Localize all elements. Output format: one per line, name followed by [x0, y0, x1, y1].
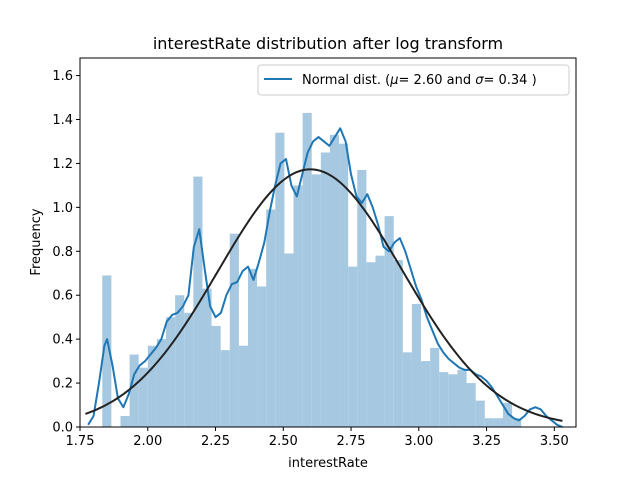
histogram-bar — [284, 253, 294, 427]
plot-lines — [85, 127, 563, 428]
histogram-bar — [448, 374, 458, 427]
legend-label-part: σ — [475, 73, 484, 88]
x-tick-label: 1.75 — [66, 434, 95, 449]
histogram-bar — [311, 174, 321, 427]
histogram-bar — [138, 367, 148, 427]
histogram-bar — [430, 347, 440, 427]
y-tick-label: 0.6 — [52, 289, 73, 304]
histogram-bar — [411, 304, 422, 427]
histogram-bar — [247, 268, 258, 427]
histogram-bar — [293, 185, 303, 427]
histogram-bar — [348, 266, 358, 427]
histogram-bar — [484, 418, 494, 427]
legend-label-part: μ — [389, 73, 398, 88]
x-tick-label: 3.50 — [540, 434, 569, 449]
histogram-bar — [421, 361, 431, 427]
histogram-bar — [120, 416, 130, 427]
histogram-bar — [175, 295, 185, 427]
x-axis-label: interestRate — [288, 456, 368, 471]
histogram-bar — [384, 216, 394, 427]
y-axis-label: Frequency — [29, 208, 44, 275]
histogram-bar — [466, 383, 476, 427]
y-tick-label: 1.0 — [52, 201, 73, 216]
chart-title: interestRate distribution after log tran… — [153, 34, 503, 53]
legend-label-part: = 0.34 ) — [483, 73, 536, 88]
histogram-bar — [439, 372, 449, 427]
x-tick-label: 2.25 — [201, 434, 230, 449]
y-tick-label: 1.6 — [52, 69, 73, 84]
kde-line — [87, 127, 563, 428]
legend: Normal dist. (μ= 2.60 and σ= 0.34 ) — [257, 64, 570, 96]
histogram-bar — [502, 402, 513, 427]
histogram-bar — [339, 143, 349, 427]
histogram-bar — [329, 134, 340, 428]
x-tick-label: 2.75 — [337, 434, 366, 449]
histogram-bar — [320, 152, 330, 427]
legend-label-normal: Normal dist. (μ= 2.60 and σ= 0.34 ) — [302, 73, 537, 88]
y-tick-label: 0.2 — [52, 377, 73, 392]
histogram-bar — [357, 170, 367, 427]
histogram-bar — [184, 312, 194, 427]
histogram-bar — [147, 345, 157, 427]
legend-box — [257, 64, 570, 96]
histogram-bar — [156, 339, 167, 427]
histogram-bar — [266, 209, 276, 427]
histogram-bars — [102, 112, 522, 428]
histogram-bar — [202, 288, 212, 428]
histogram-bar — [402, 352, 412, 427]
y-axis-ticks: 0.0 0.2 0.4 0.6 0.8 1.0 1.2 1.4 1.6 — [52, 69, 80, 436]
histogram-bar — [166, 317, 176, 427]
histogram-bar — [457, 369, 467, 427]
normal-fit-line — [85, 168, 563, 422]
y-tick-label: 0.4 — [52, 333, 73, 348]
x-tick-label: 2.50 — [269, 434, 298, 449]
histogram-bar — [393, 260, 403, 427]
histogram-bar — [275, 132, 285, 427]
legend-label-part: Normal dist. ( — [302, 73, 390, 88]
x-tick-label: 2.00 — [133, 434, 162, 449]
histogram-bar — [512, 418, 522, 427]
histogram-bar — [211, 325, 221, 427]
x-axis-ticks: 1.75 2.00 2.25 2.50 2.75 3.00 3.25 3.50 — [66, 427, 569, 449]
histogram-bar — [475, 400, 485, 427]
x-tick-label: 3.00 — [404, 434, 433, 449]
histogram-bar — [220, 350, 230, 428]
y-tick-label: 0.8 — [52, 245, 73, 260]
y-tick-label: 0.0 — [52, 421, 73, 436]
histogram-bar — [366, 262, 376, 427]
histogram-bar — [375, 255, 385, 427]
y-tick-label: 1.2 — [52, 157, 73, 172]
histogram-bar — [302, 112, 312, 427]
y-tick-label: 1.4 — [52, 113, 73, 128]
histogram-bar — [102, 275, 112, 427]
histogram-bar — [257, 286, 267, 427]
histogram-bar — [129, 354, 139, 427]
legend-label-part: = 2.60 and — [399, 73, 476, 88]
histogram-bar — [229, 233, 239, 427]
histogram-bar — [238, 345, 248, 427]
plot-frame — [79, 57, 577, 428]
histogram-bar — [193, 176, 203, 427]
histogram-bar — [493, 418, 503, 427]
x-tick-label: 3.25 — [472, 434, 501, 449]
